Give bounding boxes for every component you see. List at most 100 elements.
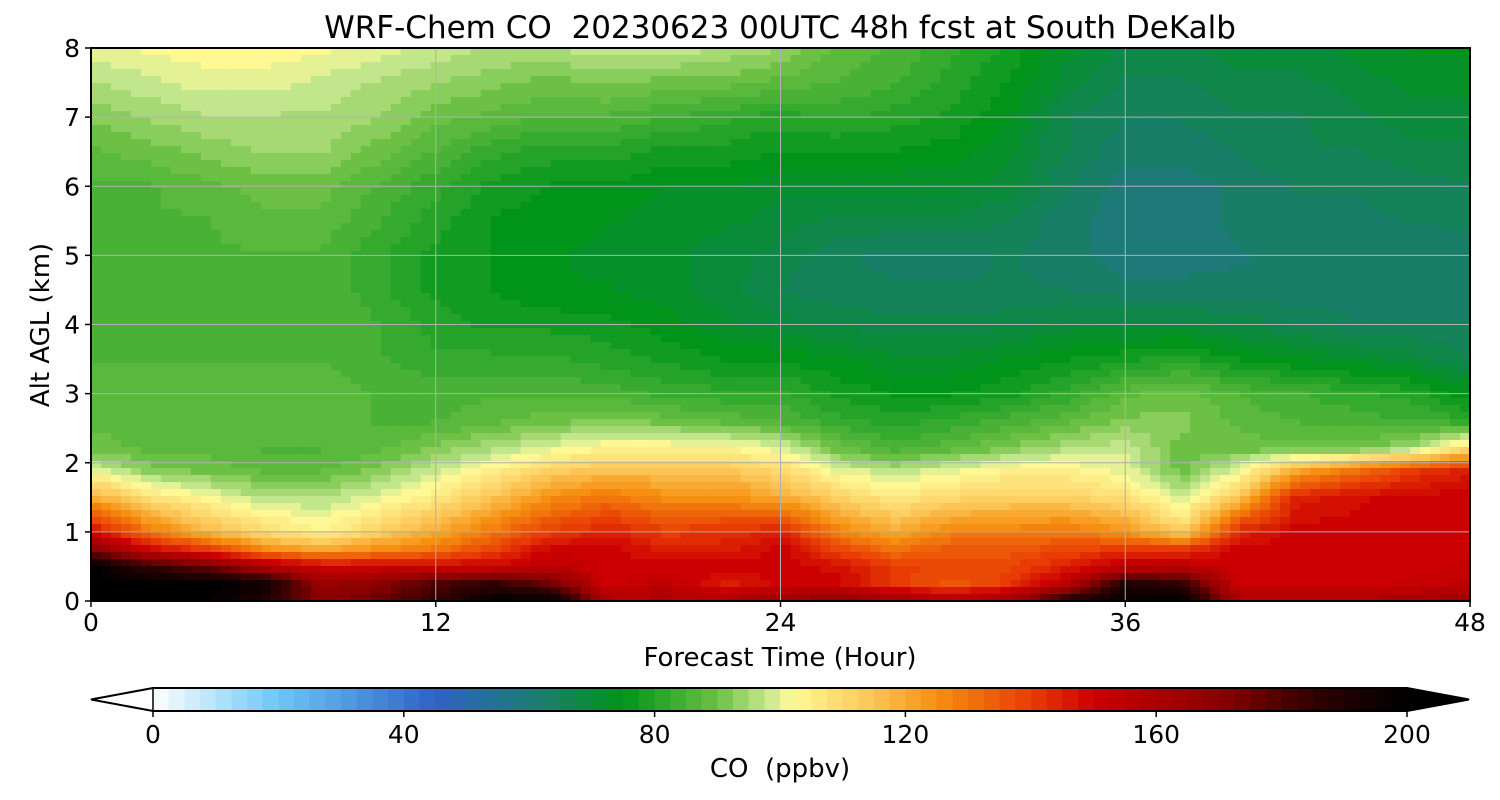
contour-cell [870, 125, 882, 133]
contour-cell [920, 97, 931, 105]
contour-cell [1430, 90, 1441, 98]
contour-cell [750, 279, 762, 287]
contour-cell [720, 55, 732, 63]
contour-cell [800, 265, 812, 273]
contour-cell [700, 258, 712, 266]
contour-cell [660, 209, 672, 217]
contour-cell [1210, 181, 1221, 189]
contour-cell [1400, 174, 1411, 182]
contour-cell [720, 293, 732, 301]
contour-cell [450, 279, 462, 287]
contour-cell [570, 258, 582, 266]
contour-cell [990, 188, 1001, 196]
contour-cell [230, 181, 242, 189]
contour-cell [1270, 167, 1281, 175]
contour-cell [650, 265, 662, 273]
contour-cell [980, 251, 991, 259]
contour-cell [420, 83, 432, 91]
contour-cell [370, 230, 382, 238]
contour-cell [690, 139, 702, 147]
contour-cell [1420, 244, 1431, 252]
contour-cell [560, 279, 572, 287]
contour-cell [530, 272, 542, 280]
contour-cell [640, 69, 652, 77]
contour-cell [590, 167, 602, 175]
contour-cell [1430, 153, 1441, 161]
contour-cell [1430, 139, 1441, 147]
contour-cell [540, 230, 552, 238]
contour-cell [1290, 209, 1301, 217]
contour-cell [770, 69, 782, 77]
contour-cell [390, 237, 402, 245]
contour-cell [970, 125, 981, 133]
contour-cell [1310, 258, 1321, 266]
contour-cell [250, 265, 262, 273]
contour-cell [510, 48, 522, 56]
contour-cell [900, 125, 911, 133]
contour-cell [1040, 209, 1051, 217]
contour-cell [120, 48, 132, 56]
contour-cell [590, 62, 602, 70]
contour-cell [640, 118, 652, 126]
contour-cell [1280, 293, 1291, 301]
contour-cell [850, 258, 862, 266]
contour-cell [610, 195, 622, 203]
contour-cell [1130, 272, 1141, 280]
contour-cell [880, 174, 892, 182]
contour-cell [650, 244, 662, 252]
contour-cell [350, 258, 362, 266]
contour-cell [160, 195, 172, 203]
contour-cell [530, 153, 542, 161]
contour-cell [710, 293, 722, 301]
contour-cell [400, 251, 412, 259]
contour-cell [1220, 48, 1231, 56]
contour-cell [690, 90, 702, 98]
contour-cell [280, 104, 292, 112]
contour-cell [540, 195, 552, 203]
contour-cell [650, 181, 662, 189]
contour-cell [130, 62, 142, 70]
contour-cell [1250, 167, 1261, 175]
contour-cell [190, 76, 202, 84]
contour-cell [330, 209, 342, 217]
contour-cell [1060, 153, 1071, 161]
contour-cell [550, 55, 562, 63]
contour-cell [290, 104, 302, 112]
contour-cell [360, 279, 372, 287]
contour-cell [550, 223, 562, 231]
contour-cell [1110, 251, 1121, 259]
contour-cell [170, 286, 182, 294]
contour-cell [540, 272, 552, 280]
contour-cell [1380, 188, 1391, 196]
contour-cell [660, 153, 672, 161]
contour-cell [420, 167, 432, 175]
contour-cell [1030, 293, 1041, 301]
contour-cell [1280, 153, 1291, 161]
contour-cell [1010, 265, 1021, 273]
contour-cell [1250, 62, 1261, 70]
contour-cell [620, 174, 632, 182]
contour-cell [440, 55, 452, 63]
contour-cell [800, 195, 812, 203]
contour-cell [780, 181, 792, 189]
contour-cell [400, 139, 412, 147]
contour-cell [760, 125, 772, 133]
contour-cell [730, 237, 742, 245]
contour-cell [520, 76, 532, 84]
contour-cell [1360, 167, 1371, 175]
contour-cell [150, 132, 162, 140]
contour-cell [1270, 202, 1281, 210]
contour-cell [720, 286, 732, 294]
contour-cell [320, 244, 332, 252]
contour-cell [390, 118, 402, 126]
contour-cell [1280, 90, 1291, 98]
contour-cell [740, 97, 752, 105]
contour-cell [780, 251, 792, 259]
contour-cell [700, 146, 712, 154]
contour-cell [760, 153, 772, 161]
contour-cell [1380, 48, 1391, 56]
contour-cell [880, 125, 892, 133]
contour-cell [860, 286, 872, 294]
contour-cell [500, 230, 512, 238]
contour-cell [1210, 146, 1221, 154]
